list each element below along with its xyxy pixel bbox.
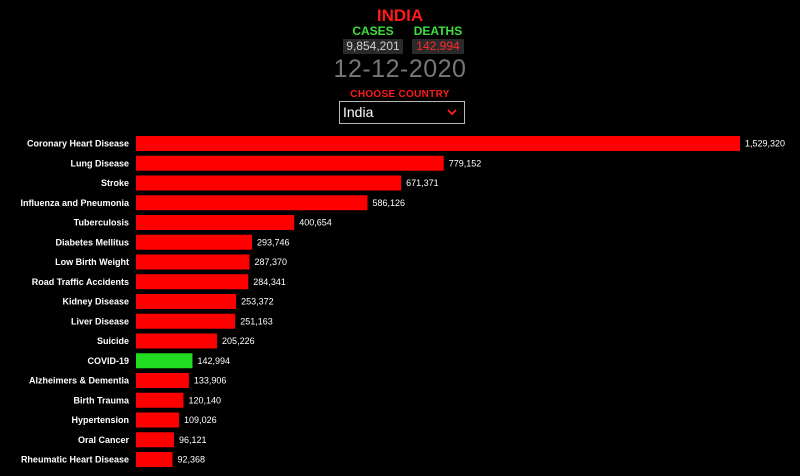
value-label: 251,163 <box>240 316 273 326</box>
bar <box>136 412 180 428</box>
bar <box>136 195 368 211</box>
category-label: Stroke <box>101 178 129 188</box>
bar <box>136 274 249 290</box>
value-label: 287,370 <box>254 257 287 267</box>
value-label: 1,529,320 <box>745 139 785 149</box>
choose-country-label: CHOOSE COUNTRY <box>350 89 450 100</box>
value-label: 92,368 <box>177 455 205 465</box>
bar <box>136 254 250 270</box>
bar <box>136 392 184 408</box>
category-label: Alzheimers & Dementia <box>29 376 130 386</box>
bar <box>136 313 236 329</box>
deaths-stat: DEATHS 142,994 <box>412 24 464 54</box>
bar <box>136 294 237 309</box>
category-label: Kidney Disease <box>62 297 129 307</box>
deaths-label: DEATHS <box>413 24 463 38</box>
value-label: 586,126 <box>372 198 405 208</box>
cases-stat: CASES 9,854,201 <box>343 24 403 54</box>
country-select[interactable]: India <box>339 101 465 124</box>
header: INDIA CASES 9,854,201 DEATHS 142,994 12-… <box>0 0 800 130</box>
bar <box>136 333 218 349</box>
bar <box>136 155 444 171</box>
category-label: Liver Disease <box>71 316 129 326</box>
category-label: Lung Disease <box>70 158 129 168</box>
cases-label: CASES <box>352 24 394 38</box>
bar <box>136 353 193 369</box>
category-label: Rheumatic Heart Disease <box>21 455 129 465</box>
value-label: 109,026 <box>184 415 217 425</box>
category-label: Low Birth Weight <box>55 257 129 267</box>
category-label: Diabetes Mellitus <box>55 237 129 247</box>
bar <box>136 432 174 448</box>
bar <box>136 136 740 151</box>
value-label: 253,372 <box>241 297 274 307</box>
cases-value: 9,854,201 <box>343 39 403 54</box>
deaths-value: 142,994 <box>412 39 464 54</box>
value-label: 400,654 <box>299 218 332 228</box>
category-label: Oral Cancer <box>78 435 130 445</box>
value-label: 293,746 <box>257 237 290 247</box>
country-title: INDIA <box>376 6 424 25</box>
value-label: 284,341 <box>253 277 286 287</box>
bar-chart: Coronary Heart Disease 1,529,320 Lung Dise… <box>20 136 785 467</box>
category-label: Influenza and Pneumonia <box>20 198 130 208</box>
category-label: Tuberculosis <box>74 218 129 228</box>
chevron-down-icon <box>447 109 457 116</box>
value-label: 120,140 <box>188 395 221 405</box>
date-display: 12-12-2020 <box>333 55 467 83</box>
category-label: Birth Trauma <box>73 395 130 405</box>
category-label: COVID-19 <box>87 356 129 366</box>
value-label: 671,371 <box>406 178 439 188</box>
value-label: 779,152 <box>449 158 482 168</box>
value-label: 205,226 <box>222 336 255 346</box>
category-label: Road Traffic Accidents <box>32 277 129 287</box>
bar <box>136 175 402 191</box>
value-label: 96,121 <box>179 435 207 445</box>
bar <box>136 215 295 230</box>
value-label: 142,994 <box>197 356 230 366</box>
country-select-value: India <box>343 104 374 120</box>
bar <box>136 373 189 388</box>
value-label: 133,906 <box>194 376 227 386</box>
bar <box>136 452 173 467</box>
category-label: Coronary Heart Disease <box>27 139 129 149</box>
bar <box>136 234 253 250</box>
category-label: Hypertension <box>71 415 129 425</box>
category-label: Suicide <box>97 336 129 346</box>
